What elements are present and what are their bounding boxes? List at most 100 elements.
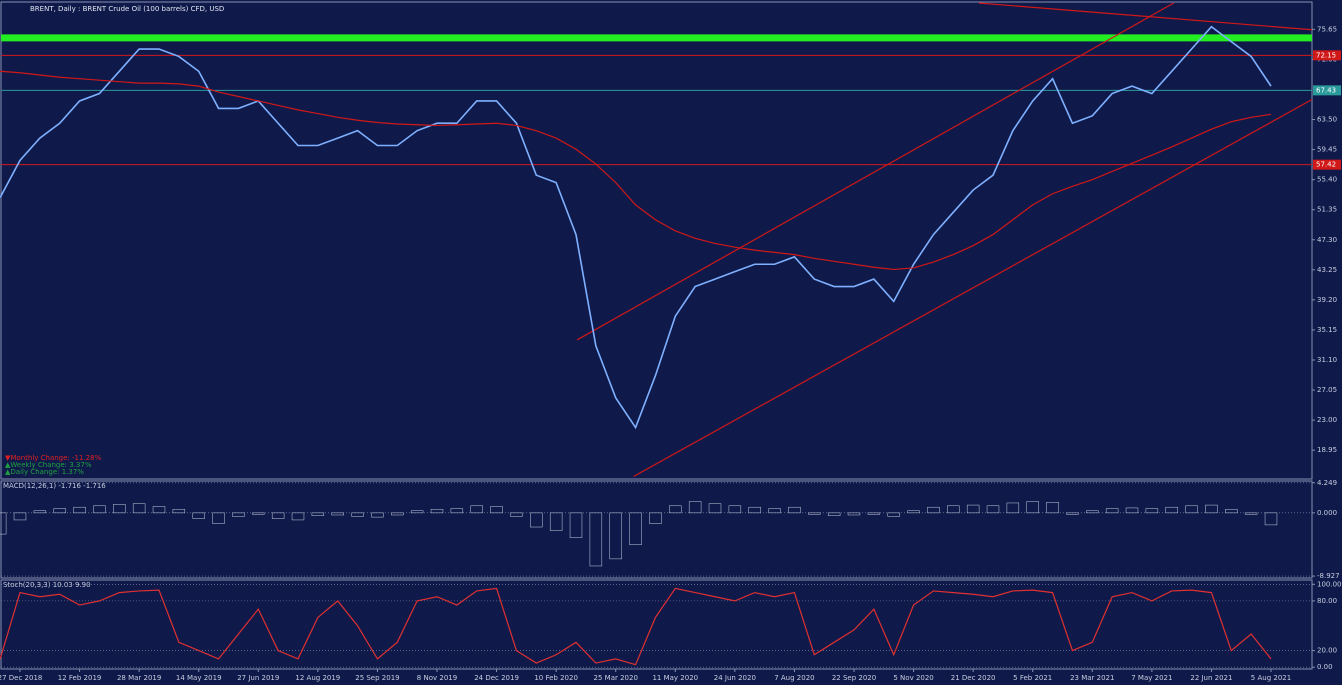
series-line (0, 587, 1272, 666)
histogram-bar (371, 512, 384, 518)
histogram-bar (172, 509, 186, 514)
histogram-bar (589, 512, 603, 567)
x-tick-label: 10 Feb 2020 (534, 674, 578, 682)
annotation: ▲Daily Change: 1.37% (5, 468, 84, 476)
histogram-bar (271, 512, 285, 519)
x-tick-label: 11 May 2020 (652, 674, 698, 682)
histogram-bar (708, 503, 722, 514)
stoch-title: Stoch(20,3,3) 10.03 9.90 (3, 581, 91, 589)
histogram-bar (1006, 502, 1020, 514)
y-tick-label: 39.20 (1317, 296, 1337, 304)
x-tick-label: 27 Dec 2018 (0, 674, 42, 682)
histogram-bar (966, 504, 980, 514)
x-tick-label: 7 May 2021 (1131, 674, 1172, 682)
histogram-bar (152, 506, 166, 514)
histogram-bar (688, 501, 702, 514)
histogram-bar (1205, 504, 1218, 514)
histogram-bar (1066, 512, 1079, 515)
x-tick-label: 27 Jun 2019 (237, 674, 279, 682)
histogram-bar (788, 506, 801, 514)
annotation: ▲Weekly Change: 3.37% (5, 461, 92, 469)
x-tick-label: 23 Mar 2021 (1070, 674, 1114, 682)
x-tick-label: 8 Nov 2019 (417, 674, 457, 682)
histogram-bar (827, 512, 841, 516)
price-marker-label: 57.42 (1316, 161, 1336, 169)
x-tick-label: 24 Jun 2020 (714, 674, 756, 682)
histogram-bar (0, 512, 7, 535)
histogram-bar (907, 510, 920, 514)
histogram-bar (1086, 510, 1099, 514)
histogram-bar (986, 505, 1000, 514)
histogram-bar (391, 512, 404, 516)
trend-line (979, 2, 1313, 31)
y-tick-label: 100.00 (1317, 580, 1342, 588)
histogram-bar (132, 503, 146, 514)
y-tick-label: 18.95 (1317, 446, 1337, 454)
y-tick-label: 20.00 (1317, 647, 1337, 655)
histogram-bar (1225, 509, 1238, 514)
histogram-bar (669, 505, 682, 514)
histogram-bar (629, 512, 642, 545)
histogram-bar (927, 506, 940, 514)
macd-frame (0, 480, 1313, 579)
histogram-bar (33, 510, 47, 514)
histogram-bar (331, 512, 344, 516)
price-marker (1313, 50, 1341, 61)
histogram-bar (510, 512, 523, 517)
histogram-bar (192, 512, 205, 519)
histogram-bar (113, 504, 126, 514)
histogram-bar (867, 512, 881, 515)
x-tick-label: 25 Mar 2020 (594, 674, 638, 682)
y-tick-label: 51.35 (1317, 206, 1337, 214)
histogram-bar (728, 505, 742, 514)
y-tick-label: 27.05 (1317, 386, 1337, 394)
y-tick-label: 23.00 (1317, 416, 1337, 424)
histogram-bar (351, 512, 364, 517)
price-marker (1313, 85, 1341, 96)
main-frame (0, 1, 1313, 480)
histogram-bar (1026, 501, 1039, 514)
series-line (0, 70, 1272, 271)
y-tick-label: 0.000 (1317, 509, 1337, 517)
x-tick-label: 21 Dec 2020 (951, 674, 996, 682)
y-tick-label: 4.249 (1317, 479, 1337, 487)
x-tick-label: 25 Sep 2019 (355, 674, 399, 682)
annotation: ▼Monthly Change: -11.28% (5, 454, 102, 462)
histogram-bar (1125, 507, 1139, 514)
histogram-bar (1185, 505, 1198, 514)
histogram-bar (549, 512, 563, 531)
y-tick-label: 75.65 (1317, 25, 1337, 33)
histogram-bar (430, 509, 444, 514)
histogram-bar (1105, 508, 1119, 514)
histogram-bar (1264, 512, 1278, 526)
stoch-frame (0, 579, 1313, 670)
histogram-bar (808, 512, 821, 515)
histogram-bar (212, 512, 225, 524)
y-tick-label: 63.50 (1317, 116, 1337, 124)
histogram-bar (13, 512, 27, 521)
x-tick-label: 12 Aug 2019 (295, 674, 340, 682)
macd-title: MACD(12,26,1) -1.716 -1.716 (3, 482, 106, 490)
price-marker-label: 67.43 (1316, 86, 1336, 94)
histogram-bar (53, 508, 66, 514)
x-tick-label: 24 Dec 2019 (474, 674, 519, 682)
x-tick-label: 5 Feb 2021 (1013, 674, 1052, 682)
histogram-bar (1046, 501, 1059, 514)
x-tick-label: 5 Aug 2021 (1251, 674, 1291, 682)
histogram-bar (569, 512, 583, 538)
histogram-bar (887, 512, 900, 517)
x-tick-label: 22 Sep 2020 (832, 674, 876, 682)
x-tick-label: 22 Jun 2021 (1190, 674, 1232, 682)
histogram-bar (93, 505, 106, 514)
histogram-bar (748, 506, 761, 514)
histogram-bar (291, 512, 305, 521)
histogram-bar (1145, 508, 1159, 514)
histogram-bar (947, 505, 960, 514)
histogram-bar (311, 512, 325, 516)
histogram-bar (530, 512, 543, 528)
histogram-bar (609, 512, 622, 560)
y-tick-label: 31.10 (1317, 356, 1337, 364)
x-tick-label: 7 Aug 2020 (774, 674, 814, 682)
